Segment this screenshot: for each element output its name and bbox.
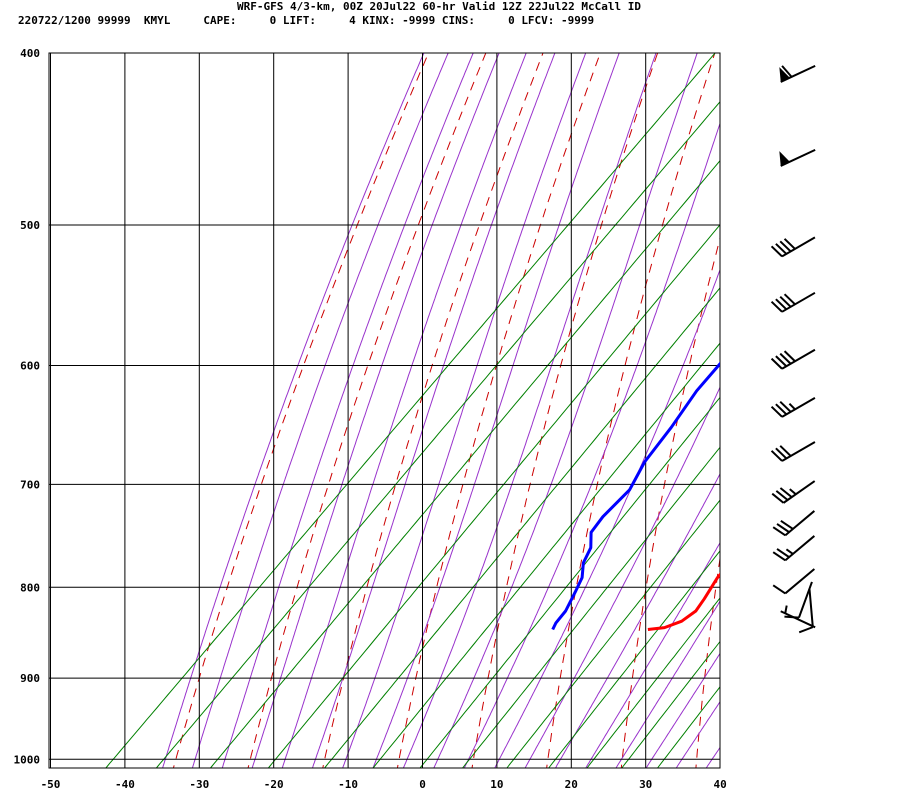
wind-barb — [772, 535, 816, 562]
dry-adiabat-line — [546, 53, 716, 768]
wind-barb — [770, 236, 816, 258]
mixing-ratio-line — [586, 597, 720, 768]
chart-header-line2: 220722/1200 99999 KMYL CAPE: 0 LIFT: 4 K… — [18, 14, 595, 27]
wind-barb — [780, 605, 816, 629]
pressure-axis-labels: 400 500 600 700 800 900 1000 — [14, 47, 41, 766]
moist-adiabat-line — [311, 53, 556, 768]
mixing-ratio-line — [419, 396, 720, 768]
wind-barb — [770, 396, 816, 418]
pressure-tick-label: 1000 — [14, 753, 41, 766]
mixing-ratio-line — [209, 159, 720, 768]
pressure-tick-label: 500 — [20, 219, 40, 232]
wind-barb — [770, 291, 816, 313]
moist-adiabat-line — [585, 541, 720, 768]
moist-adiabat-line — [402, 53, 657, 768]
moist-adiabat-line — [251, 53, 500, 768]
wind-barb — [779, 148, 816, 167]
temperature-tick-label: 30 — [639, 778, 652, 791]
pressure-tick-label: 600 — [20, 360, 40, 373]
mixing-ratio-line — [323, 287, 720, 768]
wind-barb — [770, 348, 816, 370]
temperature-tick-label: 20 — [565, 778, 578, 791]
temperature-tick-label: 40 — [713, 778, 726, 791]
moist-adiabat-line — [705, 746, 720, 768]
mixing-ratio-line — [656, 686, 720, 768]
dry-adiabat-line — [620, 236, 720, 768]
dry-adiabat-line — [770, 43, 890, 789]
temperature-tick-label: 0 — [419, 778, 426, 791]
pressure-tick-label: 900 — [20, 672, 40, 685]
moist-adiabat-line — [463, 121, 720, 768]
moist-adiabat-line — [433, 53, 698, 768]
dry-adiabat-line — [471, 53, 659, 768]
mixing-ratio-line — [506, 499, 720, 768]
mixing-ratio-line — [621, 640, 720, 768]
moist-adiabat-line — [494, 268, 720, 768]
temperature-tick-label: 10 — [490, 778, 503, 791]
dry-adiabat-line — [322, 53, 544, 768]
temperature-tick-label: -10 — [338, 778, 358, 791]
moist-adiabat-line — [524, 386, 720, 768]
dewpoint-profile-line — [551, 361, 720, 631]
wind-barb — [770, 441, 816, 462]
temperature-tick-label: -20 — [264, 778, 284, 791]
dry-adiabat-line — [396, 53, 601, 768]
wind-barb — [772, 568, 816, 595]
dry-adiabat-line — [247, 53, 487, 768]
dry-adiabat-line — [695, 554, 720, 768]
moist-adiabat-line — [281, 53, 527, 768]
moist-adiabat-line — [191, 53, 449, 768]
dry-adiabat-line — [172, 53, 430, 768]
moist-adiabat-line — [615, 600, 720, 768]
dry-adiabat-line — [845, 43, 900, 789]
wind-barb — [771, 480, 816, 504]
wind-barb — [772, 510, 816, 537]
wind-barb — [779, 64, 816, 83]
moist-adiabat-line — [554, 472, 720, 768]
wind-barb — [784, 581, 813, 619]
temperature-profile-line — [647, 572, 720, 631]
moist-adiabat-line — [162, 53, 425, 768]
temperature-tick-label: -40 — [115, 778, 135, 791]
pressure-tick-label: 800 — [20, 581, 40, 594]
moist-adiabat-line — [372, 53, 620, 768]
mixing-ratio-line — [155, 101, 720, 768]
moist-adiabat-line — [645, 652, 720, 768]
background-lines — [105, 43, 900, 789]
moist-adiabat-line — [221, 53, 474, 768]
wind-barbs — [770, 64, 816, 634]
mixing-ratio-line — [548, 550, 720, 768]
mixing-ratio-line — [267, 224, 720, 768]
profiles — [551, 361, 720, 631]
moist-adiabat-line — [675, 700, 720, 768]
pressure-tick-label: 400 — [20, 47, 40, 60]
mixing-ratio-line — [105, 53, 716, 768]
chart-header-line1: WRF-GFS 4/3-km, 00Z 20Jul22 60-hr Valid … — [237, 0, 641, 13]
temperature-tick-label: -30 — [189, 778, 209, 791]
wind-barb — [798, 589, 814, 634]
pressure-tick-label: 700 — [20, 478, 40, 491]
moist-adiabat-line — [342, 53, 587, 768]
temperature-axis-labels: -50 -40 -30 -20 -10 0 10 20 30 40 — [41, 778, 727, 791]
grid — [48, 52, 721, 769]
mixing-ratio-line — [372, 342, 720, 768]
mixing-ratio-line — [461, 446, 720, 768]
temperature-tick-label: -50 — [41, 778, 61, 791]
